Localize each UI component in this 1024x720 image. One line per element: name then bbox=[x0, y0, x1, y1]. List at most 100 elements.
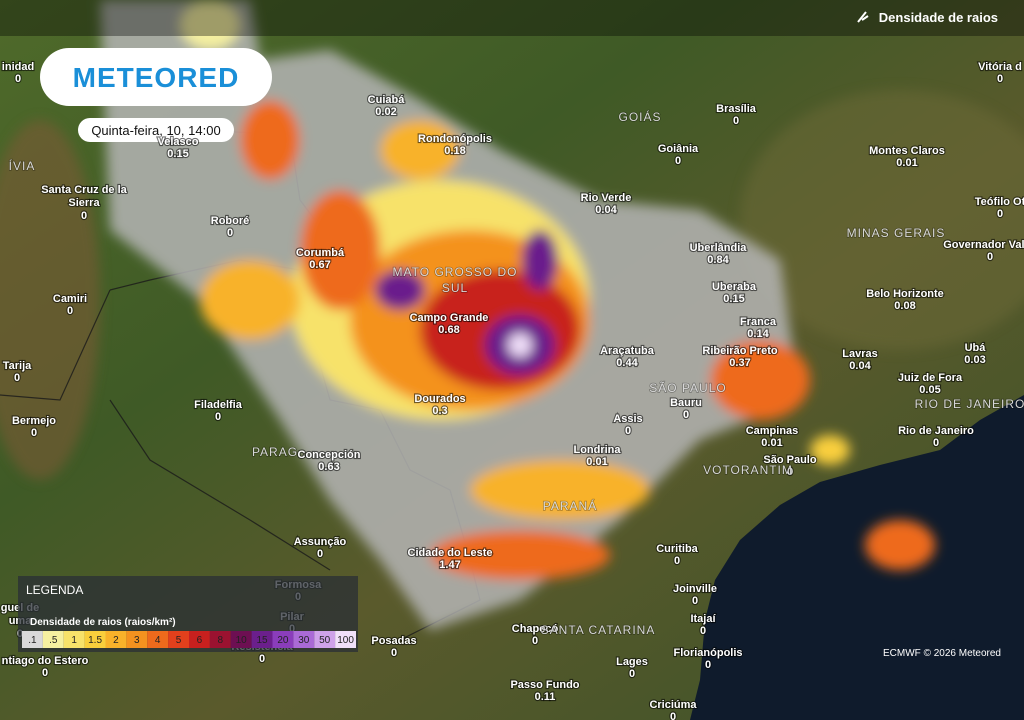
legend-swatch bbox=[126, 631, 148, 648]
place-value: 0.01 bbox=[586, 456, 607, 468]
place-value: 0 bbox=[683, 409, 689, 421]
place-value: 0.15 bbox=[723, 293, 744, 305]
place-value: 1.47 bbox=[439, 559, 460, 571]
legend-label: .1 bbox=[28, 635, 37, 646]
place-name: Goiânia bbox=[658, 143, 699, 155]
place-name: Lavras bbox=[842, 348, 877, 360]
place-value: 0 bbox=[700, 625, 706, 637]
place-name: São Paulo bbox=[763, 454, 816, 466]
region-name: SANTA CATARINA bbox=[541, 623, 656, 637]
place-name: Campinas bbox=[746, 425, 799, 437]
place-value: 0 bbox=[933, 437, 939, 449]
place-value: 0 bbox=[215, 411, 221, 423]
legend-label: 4 bbox=[155, 635, 161, 646]
place-name: Juiz de Fora bbox=[898, 372, 963, 384]
place-value: 0 bbox=[42, 667, 48, 679]
place-name: Curitiba bbox=[656, 543, 698, 555]
place-name: Corumbá bbox=[296, 247, 345, 259]
place-value: 0.44 bbox=[616, 357, 638, 369]
place-value: 0.15 bbox=[167, 148, 188, 160]
place-name: Governador Valac bbox=[943, 239, 1024, 251]
place-name: Araçatuba bbox=[600, 345, 655, 357]
legend-label: 30 bbox=[298, 635, 310, 646]
legend-heading: LEGENDA bbox=[26, 583, 83, 597]
legend-swatch bbox=[209, 631, 231, 648]
place-name: Assunção bbox=[294, 536, 347, 548]
place-name: Tarija bbox=[3, 360, 32, 372]
place-value: 0.08 bbox=[894, 300, 915, 312]
legend-swatch bbox=[147, 631, 169, 648]
place-name: Rio Verde bbox=[581, 192, 632, 204]
place-value: 0.01 bbox=[761, 437, 782, 449]
place-value: 0.05 bbox=[919, 384, 940, 396]
place-name: Posadas bbox=[371, 635, 416, 647]
legend-swatch bbox=[314, 631, 336, 648]
legend-swatch bbox=[22, 631, 43, 648]
place-value: 0 bbox=[259, 653, 265, 665]
place-name: Lages bbox=[616, 656, 648, 668]
legend-label: 3 bbox=[134, 635, 140, 646]
place-name: Uberlândia bbox=[690, 242, 748, 254]
legend-label: 10 bbox=[236, 635, 248, 646]
place-value: 0.84 bbox=[707, 254, 729, 266]
legend-swatch bbox=[42, 631, 64, 648]
region-name: SUL bbox=[442, 281, 468, 295]
place-name: Dourados bbox=[414, 393, 465, 405]
place-name: Belo Horizonte bbox=[866, 288, 944, 300]
region-name: MINAS GERAIS bbox=[847, 226, 946, 240]
legend-swatch bbox=[335, 631, 356, 648]
legend-swatch bbox=[293, 631, 315, 648]
legend-swatch bbox=[189, 631, 210, 648]
legend-swatch bbox=[272, 631, 294, 648]
place-name: Joinville bbox=[673, 583, 717, 595]
place-value: 0.67 bbox=[309, 259, 330, 271]
place-value: 0.18 bbox=[444, 145, 465, 157]
place-name: Velasco bbox=[158, 136, 199, 148]
terrain bbox=[0, 120, 100, 480]
place-value: 0 bbox=[997, 208, 1003, 220]
place-value: 0.04 bbox=[595, 204, 617, 216]
legend-label: 15 bbox=[257, 635, 269, 646]
place-value: 0 bbox=[227, 227, 233, 239]
legend-label: 1.5 bbox=[88, 635, 102, 646]
place-value: 0 bbox=[733, 115, 739, 127]
weather-overlay bbox=[100, 0, 935, 630]
place-value: 0 bbox=[675, 155, 681, 167]
region-name: PARAG bbox=[252, 445, 298, 459]
legend-scale: .1 .5 1 1.5 2 3 4 5 6 8 10 15 20 30 50 100 bbox=[22, 631, 356, 648]
place-value: 0 bbox=[391, 647, 397, 659]
place-value: 0 bbox=[532, 635, 538, 647]
place-name: Bermejo bbox=[12, 415, 56, 427]
place-value: 0 bbox=[629, 668, 635, 680]
layer-title[interactable]: Densidade de raios bbox=[879, 10, 998, 25]
place-name: Santa Cruz de la bbox=[41, 184, 127, 196]
region-name: MATO GROSSO DO bbox=[393, 265, 518, 279]
legend-label: 1 bbox=[71, 635, 77, 646]
place-name: Ubá bbox=[965, 342, 987, 354]
legend-label: 6 bbox=[197, 635, 203, 646]
place-name: Montes Claros bbox=[869, 145, 945, 157]
place-value: 0 bbox=[67, 305, 73, 317]
place-name: Cuiabá bbox=[368, 94, 406, 106]
place-name: inidad bbox=[2, 61, 34, 73]
legend-label: 2 bbox=[113, 635, 119, 646]
place-value: 0.63 bbox=[318, 461, 339, 473]
legend-label: 5 bbox=[176, 635, 182, 646]
terrain bbox=[740, 90, 1024, 350]
place-name: Rio de Janeiro bbox=[898, 425, 974, 437]
place-name: Concepción bbox=[298, 449, 361, 461]
ocean bbox=[690, 395, 1024, 720]
place-name: Ribeirão Preto bbox=[702, 345, 777, 357]
place-name: Florianópolis bbox=[673, 647, 742, 659]
place-name: Londrina bbox=[573, 444, 621, 456]
date-pill bbox=[78, 118, 234, 142]
legend-label: 20 bbox=[277, 635, 289, 646]
credit: ECMWF © 2026 Meteored bbox=[883, 648, 1001, 659]
place-value: 0.01 bbox=[896, 157, 917, 169]
logo: METEORED bbox=[73, 62, 240, 93]
place-name: Franca bbox=[740, 316, 777, 328]
legend-label: .5 bbox=[49, 635, 58, 646]
place-name: Roboré bbox=[211, 215, 250, 227]
